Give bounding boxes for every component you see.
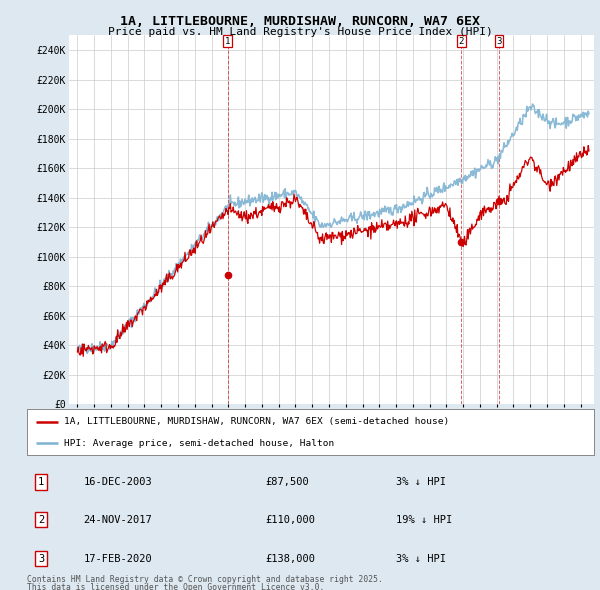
Text: 19% ↓ HPI: 19% ↓ HPI <box>395 515 452 525</box>
Text: 1: 1 <box>225 37 230 46</box>
Text: 24-NOV-2017: 24-NOV-2017 <box>84 515 152 525</box>
Text: £87,500: £87,500 <box>265 477 309 487</box>
Text: 1A, LITTLEBOURNE, MURDISHAW, RUNCORN, WA7 6EX (semi-detached house): 1A, LITTLEBOURNE, MURDISHAW, RUNCORN, WA… <box>64 417 449 427</box>
Text: 2: 2 <box>38 515 44 525</box>
Text: 3: 3 <box>38 554 44 563</box>
Text: 1: 1 <box>38 477 44 487</box>
Text: £110,000: £110,000 <box>265 515 315 525</box>
Text: Contains HM Land Registry data © Crown copyright and database right 2025.: Contains HM Land Registry data © Crown c… <box>27 575 383 584</box>
Text: HPI: Average price, semi-detached house, Halton: HPI: Average price, semi-detached house,… <box>64 438 334 448</box>
Text: 3: 3 <box>496 37 502 46</box>
Text: 3% ↓ HPI: 3% ↓ HPI <box>395 477 446 487</box>
Text: 2: 2 <box>459 37 464 46</box>
Text: 16-DEC-2003: 16-DEC-2003 <box>84 477 152 487</box>
Text: £138,000: £138,000 <box>265 554 315 563</box>
Text: This data is licensed under the Open Government Licence v3.0.: This data is licensed under the Open Gov… <box>27 583 325 590</box>
Text: Price paid vs. HM Land Registry's House Price Index (HPI): Price paid vs. HM Land Registry's House … <box>107 27 493 37</box>
Text: 1A, LITTLEBOURNE, MURDISHAW, RUNCORN, WA7 6EX: 1A, LITTLEBOURNE, MURDISHAW, RUNCORN, WA… <box>120 15 480 28</box>
Text: 3% ↓ HPI: 3% ↓ HPI <box>395 554 446 563</box>
Text: 17-FEB-2020: 17-FEB-2020 <box>84 554 152 563</box>
